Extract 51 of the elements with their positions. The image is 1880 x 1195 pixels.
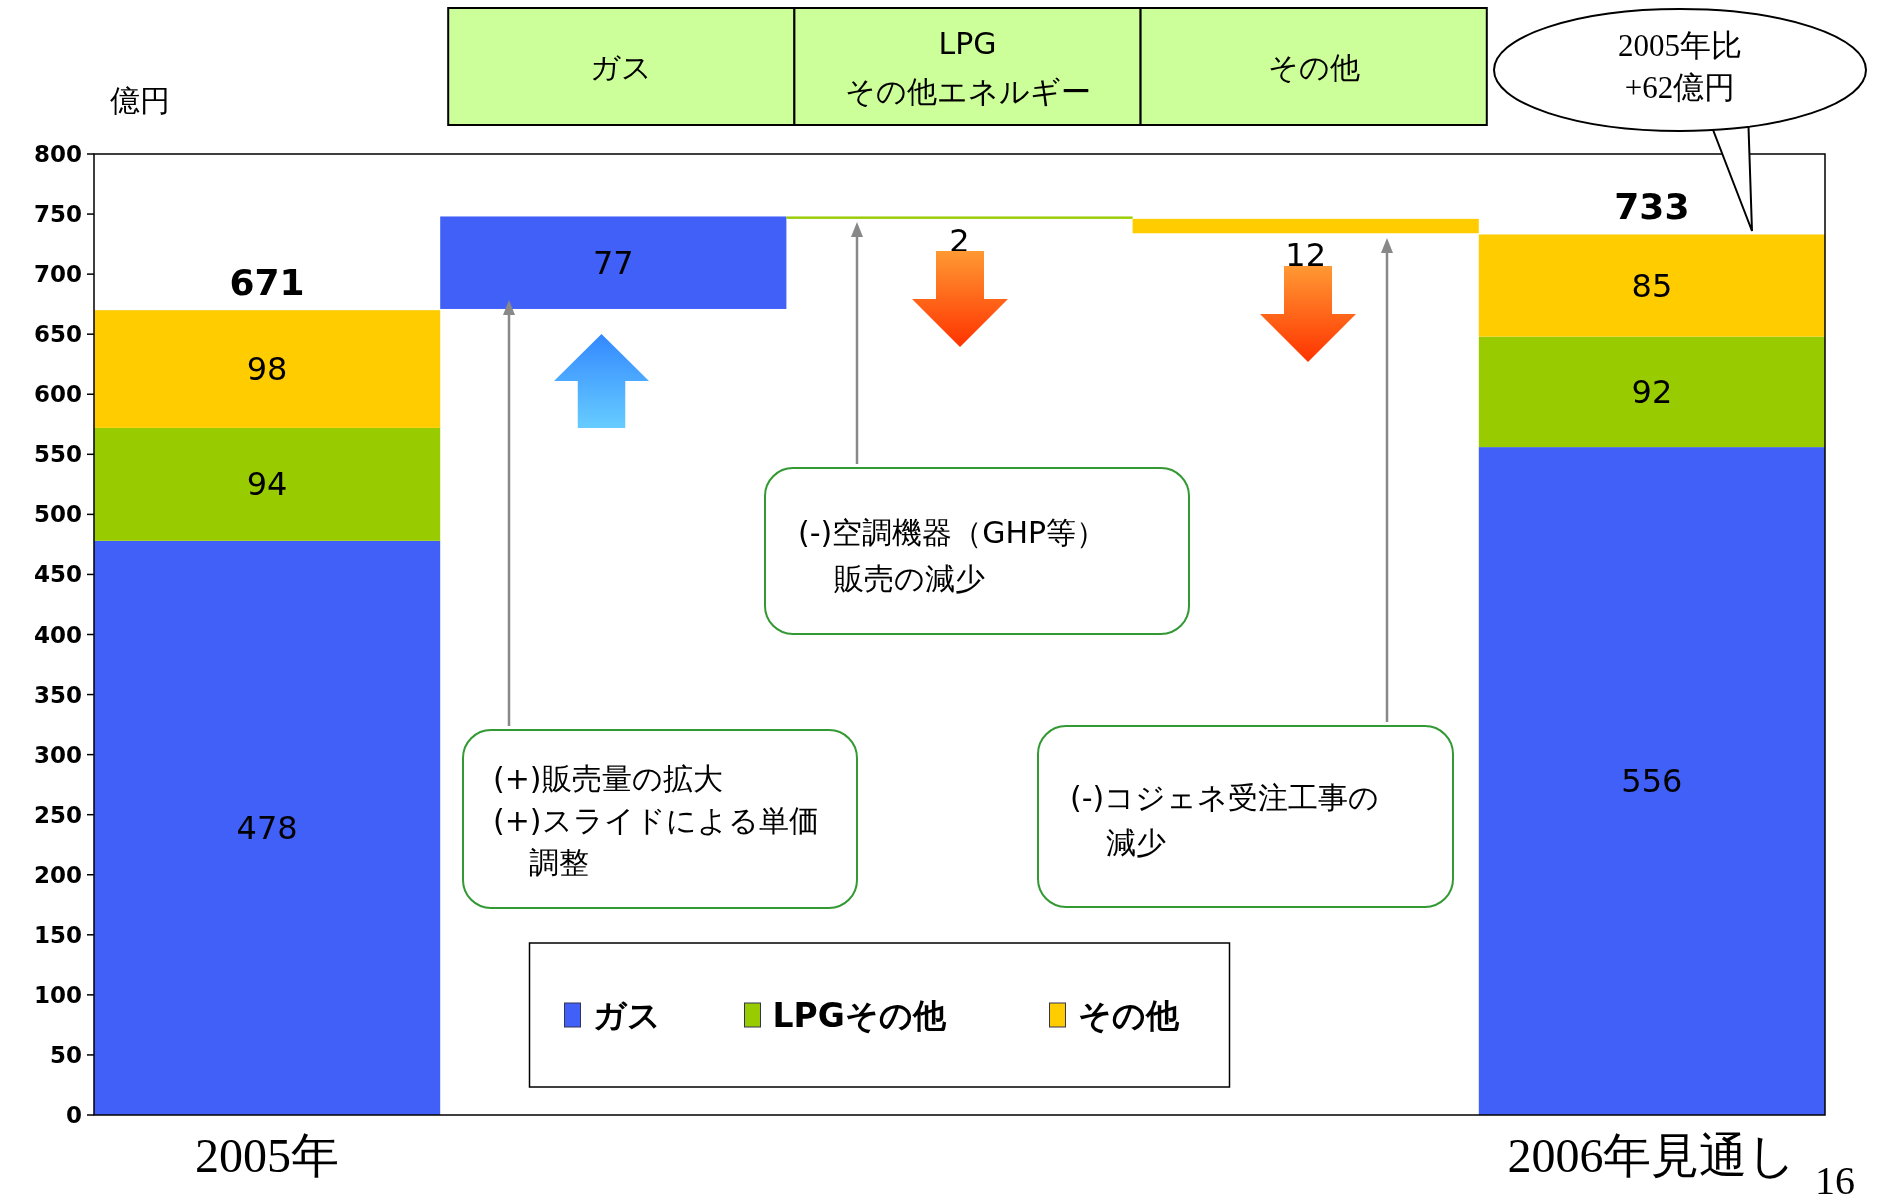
data-label: 556 (1621, 762, 1683, 801)
total-label: 671 (229, 261, 305, 303)
y-tick-label: 200 (33, 861, 82, 888)
annotation: (-)コジェネ受注工事の減少 (1070, 779, 1380, 860)
bar (786, 216, 1133, 219)
y-tick-label: 250 (33, 801, 82, 828)
y-tick-label: 50 (49, 1041, 82, 1068)
legend-label: LPGその他 (772, 995, 947, 1035)
data-label: 478 (236, 808, 298, 847)
y-tick-label: 800 (33, 141, 82, 167)
y-tick-label: 150 (33, 921, 82, 948)
y-tick-label: 300 (33, 741, 82, 768)
legend-label: ガス (592, 995, 661, 1035)
data-label: 94 (246, 465, 288, 504)
bar (440, 216, 787, 309)
x-tick-label: その他 (1267, 49, 1360, 85)
y-tick-label: 350 (33, 681, 82, 708)
y-tick-label: 100 (33, 981, 82, 1008)
bar (1478, 447, 1825, 1115)
bar (1478, 336, 1825, 448)
y-tick-label: 700 (33, 261, 82, 288)
annotation: (-)空調機器（GHP等）販売の減少 (798, 514, 1107, 596)
bar (1478, 234, 1825, 337)
y-tick-label: 500 (33, 501, 82, 528)
bar (1132, 218, 1479, 234)
bar (94, 310, 441, 428)
legend-label: その他 (1077, 995, 1180, 1035)
y-tick-label: 450 (33, 561, 82, 588)
y-tick-label: 750 (33, 201, 82, 228)
total-label: 733 (1614, 185, 1690, 227)
y-tick-label: 550 (33, 441, 82, 468)
annotation: (+)スライドによる単価調整 (493, 802, 819, 880)
y-tick-label: 400 (33, 621, 82, 648)
data-label: 92 (1631, 372, 1673, 411)
y-tick-label: 600 (33, 381, 82, 408)
x-tick-label: ガス (590, 49, 653, 85)
x-tick-label: 2006年見通し (1507, 1128, 1797, 1182)
text: 2005年比+62億円 (1618, 27, 1742, 105)
y-tick-label: 650 (33, 321, 82, 348)
x-tick-label: 2005年 (195, 1128, 340, 1182)
annotation: (+)販売量の拡大 (493, 760, 723, 796)
data-label: 77 (592, 243, 634, 282)
x-tick-label: LPG その他エネルギー (844, 25, 1091, 109)
data-label: 98 (246, 350, 288, 389)
y-axis-title: 億円 (110, 82, 170, 118)
y-tick-label: 0 (65, 1102, 82, 1128)
data-label: 12 (1285, 236, 1327, 275)
bar (94, 540, 441, 1115)
bar (94, 427, 441, 541)
text: 16 (1815, 1157, 1855, 1195)
data-label: 85 (1631, 266, 1673, 305)
